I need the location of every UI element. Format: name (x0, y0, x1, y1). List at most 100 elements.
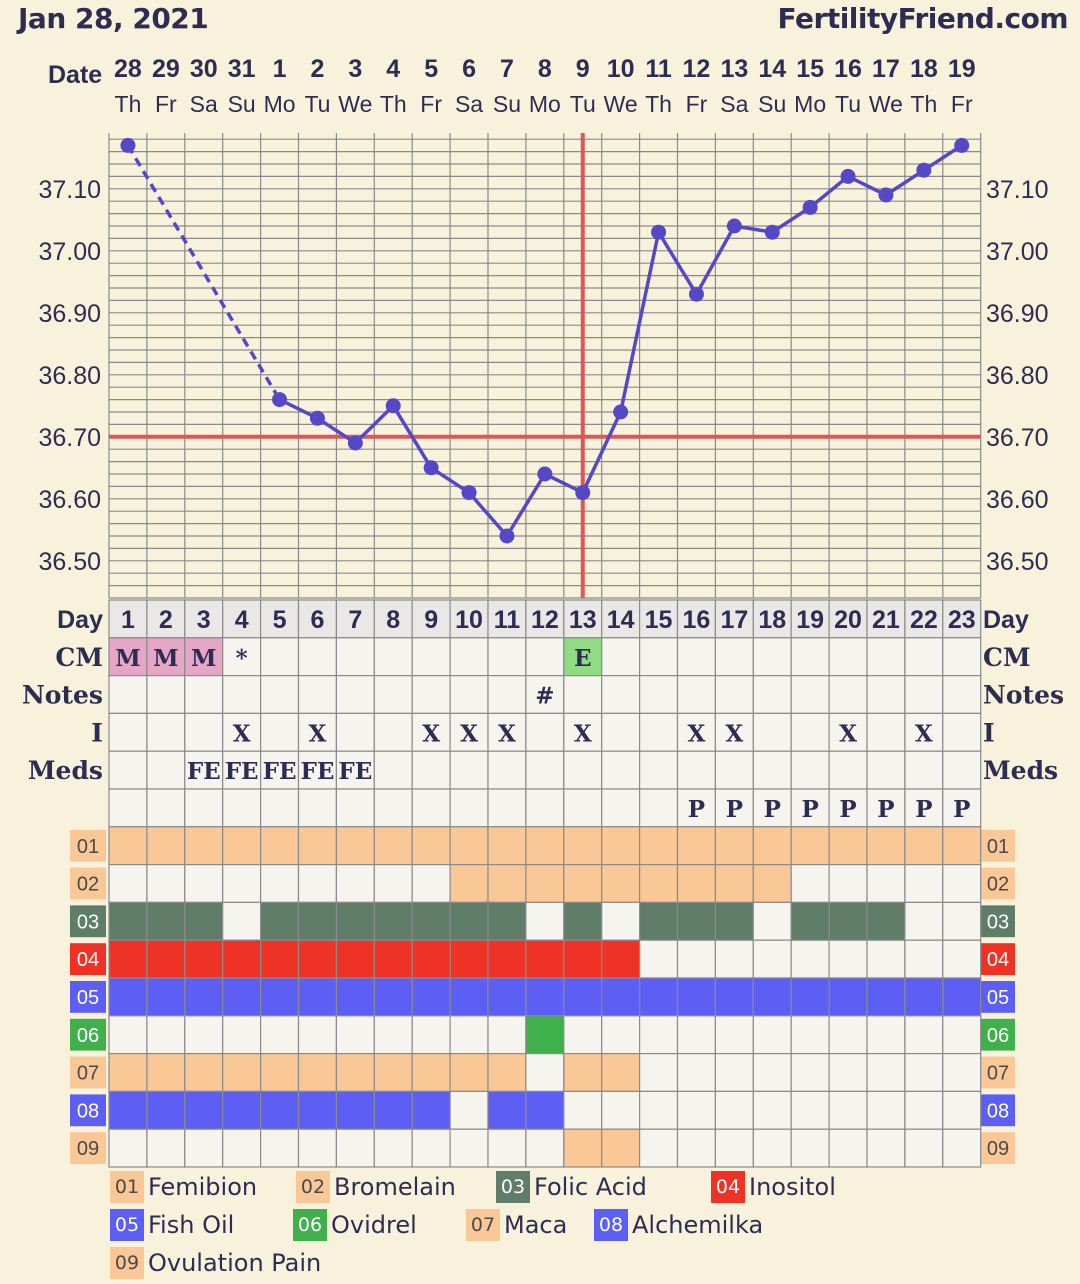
meds2-cell-bg (487, 788, 527, 828)
note-cell-bg (260, 674, 300, 714)
custom-row-code-right: 01 (987, 836, 1009, 858)
custom-row-cell (108, 863, 148, 903)
custom-row-cell (146, 977, 186, 1017)
custom-row-cell (942, 1052, 982, 1092)
custom-row-cell (828, 1052, 868, 1092)
custom-row-cell (904, 863, 944, 903)
legend-item: 01 Femibion (110, 1170, 257, 1204)
note-cell-bg (563, 674, 603, 714)
meds2-cell: P (764, 796, 781, 823)
day-number: 1 (121, 606, 135, 634)
custom-row-cell (601, 977, 641, 1017)
custom-row-cell (260, 1052, 300, 1092)
intercourse-cell: X (839, 720, 857, 747)
custom-row-cell (828, 1090, 868, 1130)
meds2-cell-bg (904, 788, 944, 828)
custom-row-cell (752, 901, 792, 941)
legend-code: 07 (466, 1209, 500, 1241)
custom-row-code-left-box (70, 867, 106, 900)
y-tick-label-right: 36.80 (986, 362, 1049, 390)
meds-cell-bg (525, 750, 565, 790)
meds-cell-bg (449, 750, 489, 790)
intercourse-cell-bg (260, 712, 300, 752)
custom-row-cell (638, 901, 679, 941)
custom-row-cell (904, 1052, 944, 1092)
date-label: 4 (386, 55, 400, 83)
custom-row-cell (184, 939, 224, 979)
intercourse-cell: X (422, 720, 440, 747)
meds2-cell: P (953, 796, 970, 823)
date-label: 28 (114, 55, 142, 83)
meds2-cell-bg (297, 788, 338, 828)
custom-row-cell (373, 1052, 413, 1092)
legend-item: 03 Folic Acid (496, 1170, 647, 1204)
custom-row-cell (525, 1015, 565, 1055)
cm-cell-bg (601, 637, 641, 677)
date-label: 9 (576, 55, 590, 83)
meds2-cell-bg (676, 788, 717, 828)
legend-label: Ovidrel (331, 1211, 417, 1239)
custom-row-cell (714, 901, 754, 941)
custom-row-cell (714, 977, 754, 1017)
custom-row-cell (335, 1090, 375, 1130)
note-cell-bg (828, 674, 868, 714)
custom-row-cell (676, 977, 717, 1017)
meds-cell: FE (187, 758, 221, 785)
date-label: 12 (683, 55, 711, 83)
custom-row-cell (790, 826, 830, 866)
intercourse-cell: X (688, 720, 706, 747)
meds2-cell-bg (222, 788, 262, 828)
note-cell-bg (108, 674, 148, 714)
custom-row-cell (108, 1128, 148, 1168)
meds-cell-bg (146, 750, 186, 790)
meds-row-label-left: Meds (28, 756, 103, 785)
custom-row-cell (373, 826, 413, 866)
weekday-label: We (604, 91, 638, 117)
meds2-cell-bg (828, 788, 868, 828)
cm-cell: M (115, 645, 140, 672)
weekday-label: Tu (570, 91, 596, 117)
custom-row-cell (942, 977, 982, 1017)
intercourse-cell-bg (525, 712, 565, 752)
intercourse-cell-bg (601, 712, 641, 752)
day-number-bg (184, 599, 224, 639)
custom-row-cell (638, 1052, 679, 1092)
custom-row-cell (108, 1052, 148, 1092)
y-tick-label-right: 36.90 (986, 300, 1049, 328)
custom-row-code-left-box (70, 1056, 106, 1089)
weekday-label: We (869, 91, 903, 117)
weekday-label: Su (758, 91, 786, 117)
cm-cell-bg (449, 637, 489, 677)
custom-row-cell (942, 863, 982, 903)
date-label: 3 (348, 55, 362, 83)
custom-row-cell (676, 1015, 717, 1055)
weekday-label: Mo (529, 91, 561, 117)
day-number: 7 (348, 606, 362, 634)
custom-row-cell (525, 939, 565, 979)
custom-row-cell (525, 901, 565, 941)
custom-row-cell (563, 826, 603, 866)
legend-code: 02 (296, 1171, 330, 1203)
temp-point (954, 137, 970, 153)
custom-row-cell (335, 1052, 375, 1092)
custom-row-cell (335, 863, 375, 903)
custom-row-code-left: 03 (77, 911, 99, 933)
custom-row-cell (335, 901, 375, 941)
custom-row-cell (411, 901, 451, 941)
meds-cell-bg (373, 750, 413, 790)
legend-code: 06 (293, 1209, 327, 1241)
weekday-label: Fr (951, 91, 973, 117)
day-number: 5 (273, 606, 287, 634)
cm-cell-bg (638, 637, 679, 677)
temp-line-segment (505, 473, 547, 537)
custom-row-cell (373, 1090, 413, 1130)
custom-row-cell (828, 1128, 868, 1168)
meds2-cell: P (839, 796, 856, 823)
meds-cell: FE (263, 758, 297, 785)
custom-row-cell (184, 826, 224, 866)
custom-row-cell (146, 826, 186, 866)
weekday-label: Su (228, 91, 256, 117)
meds-cell-bg (942, 750, 982, 790)
custom-row-cell (297, 1128, 338, 1168)
custom-row-cell (373, 977, 413, 1017)
